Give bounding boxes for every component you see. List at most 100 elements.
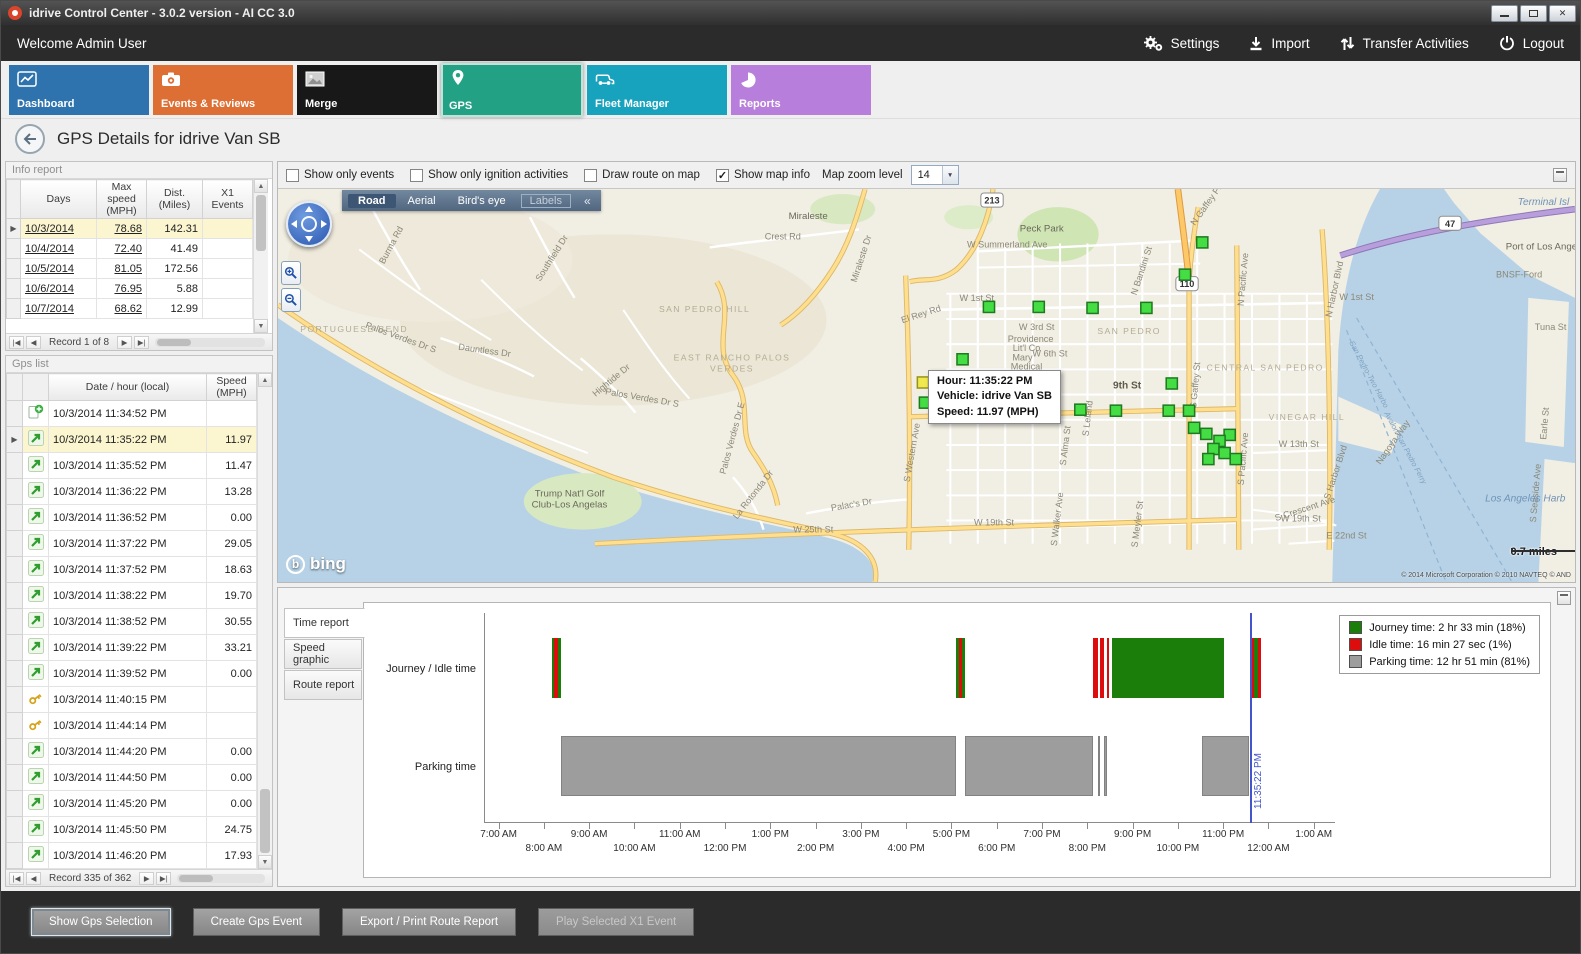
scrollbar-track[interactable] bbox=[258, 387, 272, 855]
first-record-button[interactable]: |◀ bbox=[9, 871, 24, 885]
cell-max-speed[interactable]: 78.68 bbox=[96, 218, 147, 239]
map-pan-control[interactable] bbox=[286, 201, 332, 247]
next-record-button[interactable]: ▶ bbox=[117, 335, 133, 349]
back-button[interactable] bbox=[15, 124, 45, 154]
column-header-max-speed-mph[interactable]: Max speed (MPH) bbox=[96, 179, 147, 219]
cell-days[interactable]: 10/4/2014 bbox=[20, 238, 97, 259]
collapse-chart-panel-button[interactable] bbox=[1557, 591, 1571, 605]
topbar-action-settings[interactable]: Settings bbox=[1143, 35, 1219, 52]
cell-max-speed[interactable]: 81.05 bbox=[96, 258, 147, 279]
cell-days[interactable]: 10/3/2014 bbox=[20, 218, 97, 239]
gps-marker[interactable] bbox=[1182, 404, 1196, 417]
cell-max-speed[interactable]: 72.40 bbox=[96, 238, 147, 259]
gps-list-row[interactable]: 10/3/2014 11:38:22 PM 19.70 bbox=[6, 582, 257, 609]
pan-east-icon[interactable] bbox=[321, 220, 327, 228]
cell-datetime[interactable]: 10/3/2014 11:45:20 PM bbox=[48, 790, 207, 817]
column-header-date-hour-local[interactable]: Date / hour (local) bbox=[48, 373, 207, 401]
gps-list-row[interactable]: 10/3/2014 11:36:52 PM 0.00 bbox=[6, 504, 257, 531]
nav-tile-gps[interactable]: GPS bbox=[441, 62, 583, 117]
cell-datetime[interactable]: 10/3/2014 11:46:20 PM bbox=[48, 842, 207, 869]
info-report-row[interactable]: ▶ 10/3/2014 78.68 142.31 bbox=[6, 218, 253, 239]
scroll-up-icon[interactable]: ▲ bbox=[254, 179, 268, 193]
map-view-tab-road[interactable]: Road bbox=[348, 193, 396, 208]
cell-datetime[interactable]: 10/3/2014 11:44:14 PM bbox=[48, 712, 207, 739]
info-report-row[interactable]: 10/4/2014 72.40 41.49 bbox=[6, 238, 253, 259]
gps-list-row[interactable]: 10/3/2014 11:38:52 PM 30.55 bbox=[6, 608, 257, 635]
next-record-button[interactable]: ▶ bbox=[139, 871, 155, 885]
gps-list-row[interactable]: 10/3/2014 11:36:22 PM 13.28 bbox=[6, 478, 257, 505]
gps-list-row[interactable]: 10/3/2014 11:39:22 PM 33.21 bbox=[6, 634, 257, 661]
footer-button-show-gps-selection[interactable]: Show Gps Selection bbox=[31, 908, 171, 936]
gps-marker[interactable] bbox=[982, 300, 996, 314]
gps-marker-selected[interactable] bbox=[916, 376, 930, 389]
horizontal-scrollbar[interactable] bbox=[155, 337, 265, 347]
info-vertical-scrollbar[interactable]: ▲ ▼ bbox=[253, 179, 268, 333]
last-record-button[interactable]: ▶| bbox=[134, 335, 150, 349]
checkbox-show-map-info[interactable]: ✓ Show map info bbox=[715, 168, 810, 182]
gps-marker[interactable] bbox=[1086, 301, 1099, 315]
cell-days[interactable]: 10/5/2014 bbox=[20, 258, 97, 279]
cell-datetime[interactable]: 10/3/2014 11:39:52 PM bbox=[48, 660, 207, 687]
cell-days[interactable]: 10/7/2014 bbox=[20, 298, 97, 319]
gps-list-row[interactable]: 10/3/2014 11:37:22 PM 29.05 bbox=[6, 530, 257, 557]
collapse-map-menu-icon[interactable]: « bbox=[584, 193, 591, 208]
column-header-days[interactable]: Days bbox=[20, 179, 97, 219]
pan-north-icon[interactable] bbox=[305, 206, 313, 212]
info-report-row[interactable]: 10/7/2014 68.62 12.99 bbox=[6, 298, 253, 319]
gps-list-row[interactable]: 10/3/2014 11:44:14 PM bbox=[6, 712, 257, 739]
column-header-dist-miles[interactable]: Dist. (Miles) bbox=[146, 179, 203, 219]
footer-button-export-print-route-report[interactable]: Export / Print Route Report bbox=[341, 908, 517, 936]
gps-list-row[interactable]: 10/3/2014 11:40:15 PM bbox=[6, 686, 257, 713]
chart-tab-speed-graphic[interactable]: Speed graphic bbox=[284, 639, 362, 669]
checkbox-show-only-events[interactable]: Show only events bbox=[286, 168, 394, 182]
collapse-map-panel-button[interactable] bbox=[1553, 168, 1567, 182]
scrollbar-track[interactable] bbox=[254, 193, 268, 319]
zoom-out-button[interactable] bbox=[281, 288, 301, 312]
cell-datetime[interactable]: 10/3/2014 11:37:52 PM bbox=[48, 556, 207, 583]
chart-tab-route-report[interactable]: Route report bbox=[284, 670, 362, 700]
dropdown-arrow-icon[interactable]: ▼ bbox=[941, 166, 958, 184]
maximize-button[interactable] bbox=[1520, 4, 1547, 22]
gps-list-row[interactable]: 10/3/2014 11:44:50 PM 0.00 bbox=[6, 764, 257, 791]
prev-record-button[interactable]: ◀ bbox=[26, 335, 41, 349]
checkbox-show-only-ignition-activities[interactable]: Show only ignition activities bbox=[410, 168, 568, 182]
cell-datetime[interactable]: 10/3/2014 11:38:52 PM bbox=[48, 608, 207, 635]
gps-list-row[interactable]: 10/3/2014 11:37:52 PM 18.63 bbox=[6, 556, 257, 583]
pan-west-icon[interactable] bbox=[291, 220, 297, 228]
gps-marker[interactable] bbox=[1201, 452, 1215, 466]
gps-marker[interactable] bbox=[1187, 421, 1201, 435]
gps-marker[interactable] bbox=[1162, 404, 1176, 417]
gps-list-row[interactable]: 10/3/2014 11:46:20 PM 17.93 bbox=[6, 842, 257, 869]
horizontal-scrollbar[interactable] bbox=[177, 873, 265, 883]
gps-list-row[interactable]: ▶ 10/3/2014 11:35:22 PM 11.97 bbox=[6, 426, 257, 453]
scroll-down-icon[interactable]: ▼ bbox=[258, 855, 272, 869]
cell-datetime[interactable]: 10/3/2014 11:45:50 PM bbox=[48, 816, 207, 843]
cell-datetime[interactable]: 10/3/2014 11:34:52 PM bbox=[48, 400, 207, 427]
gps-marker[interactable] bbox=[1109, 404, 1123, 417]
gps-marker[interactable] bbox=[1140, 301, 1153, 315]
cell-datetime[interactable]: 10/3/2014 11:44:20 PM bbox=[48, 738, 207, 765]
cell-days[interactable]: 10/6/2014 bbox=[20, 278, 97, 299]
scrollbar-thumb[interactable] bbox=[179, 874, 214, 882]
map-zoom-level-select[interactable]: 14 ▼ bbox=[910, 165, 959, 185]
nav-tile-events-reviews[interactable]: Events & Reviews bbox=[153, 64, 293, 115]
first-record-button[interactable]: |◀ bbox=[9, 335, 24, 349]
map-container[interactable]: 213 110 47 Miraleste Peck Park W Summerland … bbox=[278, 188, 1575, 582]
gps-list-row[interactable]: 10/3/2014 11:35:52 PM 11.47 bbox=[6, 452, 257, 479]
gps-marker[interactable] bbox=[1074, 403, 1087, 416]
gps-list-row[interactable]: 10/3/2014 11:39:52 PM 0.00 bbox=[6, 660, 257, 687]
zoom-in-button[interactable] bbox=[281, 261, 301, 285]
close-button[interactable]: ✕ bbox=[1549, 4, 1576, 22]
scroll-down-icon[interactable]: ▼ bbox=[254, 319, 268, 333]
prev-record-button[interactable]: ◀ bbox=[26, 871, 41, 885]
gps-list-row[interactable]: 10/3/2014 11:45:20 PM 0.00 bbox=[6, 790, 257, 817]
column-header-x1-events[interactable]: X1 Events bbox=[202, 179, 253, 219]
gps-marker[interactable] bbox=[1229, 452, 1243, 466]
cell-datetime[interactable]: 10/3/2014 11:35:52 PM bbox=[48, 452, 207, 479]
gps-marker[interactable] bbox=[1178, 268, 1192, 281]
cell-datetime[interactable]: 10/3/2014 11:36:22 PM bbox=[48, 478, 207, 505]
gps-list-row[interactable]: 10/3/2014 11:45:50 PM 24.75 bbox=[6, 816, 257, 843]
topbar-action-logout[interactable]: Logout bbox=[1499, 35, 1564, 51]
gps-marker[interactable] bbox=[1218, 446, 1231, 460]
gps-marker[interactable] bbox=[1195, 236, 1209, 249]
